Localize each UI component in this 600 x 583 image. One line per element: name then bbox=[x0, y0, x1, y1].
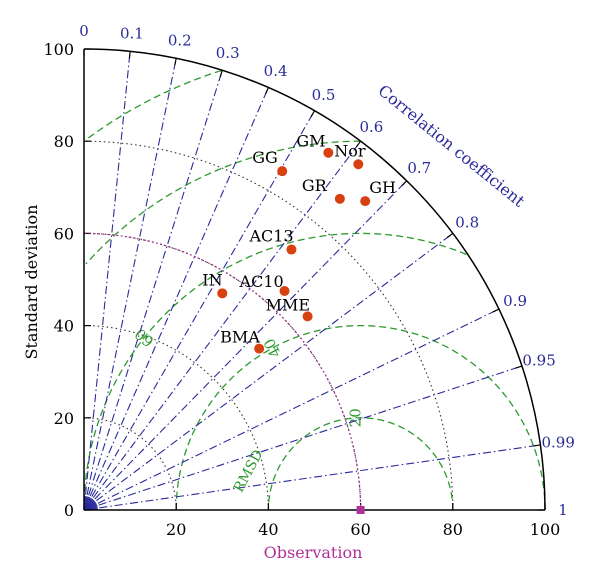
correlation-tick-0.7 bbox=[401, 180, 408, 187]
correlation-tick-label: 0.2 bbox=[168, 32, 192, 50]
correlation-tick-0.5 bbox=[310, 110, 316, 118]
y-axis-label: Standard deviation bbox=[22, 205, 41, 360]
point-gr bbox=[334, 193, 345, 204]
correlation-rays: 0 0.1 0.2 0.3 0.4 0.5 0.6 0.7 0.8 0.9 0.95 0.99 1 bbox=[79, 22, 575, 519]
correlation-tick-0.9 bbox=[492, 308, 500, 313]
y-tick-label: 60 bbox=[54, 224, 74, 243]
y-tick-label: 20 bbox=[54, 409, 74, 428]
rmsd-label: RMSD bbox=[231, 447, 267, 495]
correlation-ray-0.1 bbox=[83, 51, 131, 511]
rmsd-contour-40 bbox=[175, 324, 546, 511]
correlation-tick-label: 0.8 bbox=[455, 214, 479, 232]
std-dev-contours bbox=[83, 140, 454, 511]
axis-ticks: 0 20 20 40 40 60 60 80 80 100 100 bbox=[43, 40, 560, 539]
correlation-tick-label: 0.7 bbox=[407, 159, 431, 177]
y-tick-label: 40 bbox=[54, 317, 74, 336]
point-label-gh: GH bbox=[369, 178, 396, 197]
x-tick-label: 100 bbox=[530, 520, 561, 539]
point-label-ac10: AC10 bbox=[239, 272, 284, 291]
correlation-tick-label: 0.9 bbox=[503, 292, 527, 310]
correlation-tick-0.3 bbox=[219, 70, 223, 78]
point-gg bbox=[277, 166, 288, 177]
rmsd-contour-80 bbox=[85, 140, 361, 265]
correlation-ray-0.8 bbox=[83, 232, 454, 511]
observation-marker bbox=[356, 506, 365, 514]
correlation-ray-0.4 bbox=[83, 87, 269, 511]
correlation-tick-label: 0.3 bbox=[216, 44, 240, 62]
correlation-ray-0.7 bbox=[83, 180, 408, 511]
correlation-tick-0.99 bbox=[533, 444, 541, 447]
correlation-ray-0.95 bbox=[83, 365, 523, 511]
observation-std-arc bbox=[83, 232, 362, 511]
correlation-ray-0.6 bbox=[83, 140, 362, 511]
axes bbox=[83, 48, 546, 511]
rmsd-contour-60 bbox=[83, 232, 467, 511]
x-axis-label: Observation bbox=[264, 543, 363, 562]
outer-arc bbox=[83, 48, 546, 511]
point-gh bbox=[360, 196, 371, 207]
point-label-gr: GR bbox=[302, 176, 328, 195]
rmsd-contour-100 bbox=[86, 69, 222, 140]
point-in bbox=[217, 288, 228, 299]
point-bma bbox=[254, 343, 265, 354]
std-contour-80 bbox=[83, 140, 454, 511]
x-tick-label: 80 bbox=[443, 520, 463, 539]
correlation-tick-label: 0.1 bbox=[120, 24, 144, 42]
point-ac13 bbox=[286, 244, 297, 255]
point-label-in: IN bbox=[202, 270, 222, 289]
point-mme bbox=[302, 311, 313, 322]
correlation-ray-0.5 bbox=[83, 110, 315, 511]
x-tick-label: 20 bbox=[166, 520, 186, 539]
y-tick-label: 100 bbox=[43, 40, 74, 59]
correlation-tick-label: 0.6 bbox=[359, 118, 383, 136]
x-tick-label: 40 bbox=[258, 520, 278, 539]
point-label-gm: GM bbox=[296, 132, 325, 151]
correlation-tick-0.8 bbox=[446, 232, 454, 239]
correlation-ray-0.2 bbox=[83, 58, 177, 511]
correlation-tick-0.6 bbox=[355, 140, 362, 148]
rmsd-contour-20 bbox=[267, 417, 454, 510]
correlation-ray-0.99 bbox=[83, 444, 541, 511]
correlation-tick-0.2 bbox=[174, 58, 177, 66]
correlation-tick-label: 0 bbox=[79, 22, 89, 40]
point-gm bbox=[323, 147, 334, 158]
correlation-ray-0.3 bbox=[83, 70, 223, 511]
correlation-tick-0.1 bbox=[128, 51, 131, 59]
x-tick-label: 60 bbox=[350, 520, 370, 539]
correlation-tick-label: 0.95 bbox=[522, 351, 555, 369]
correlation-tick-label: 0.5 bbox=[312, 86, 336, 104]
point-label-ac13: AC13 bbox=[248, 227, 293, 246]
model-points: GG GM Nor GR GH AC13 IN AC10 MME BMA bbox=[202, 132, 396, 354]
point-label-nor: Nor bbox=[334, 141, 366, 160]
point-label-bma: BMA bbox=[220, 328, 260, 347]
y-tick-label: 80 bbox=[54, 132, 74, 151]
point-ac10 bbox=[279, 286, 290, 297]
correlation-tick-label: 0.99 bbox=[542, 433, 575, 451]
std-contour-20 bbox=[83, 417, 177, 511]
correlation-tick-0.95 bbox=[515, 365, 523, 369]
rmsd-value-label: 20 bbox=[347, 408, 365, 427]
std-contour-40 bbox=[83, 325, 269, 511]
point-nor bbox=[353, 159, 364, 170]
point-label-gg: GG bbox=[252, 148, 278, 167]
correlation-axis-label: Correlation coefficient bbox=[374, 81, 528, 211]
observation-arc bbox=[83, 232, 365, 514]
correlation-tick-label: 0.4 bbox=[264, 62, 288, 80]
correlation-tick-label: 1 bbox=[558, 501, 568, 519]
correlation-tick-0.4 bbox=[265, 87, 269, 95]
point-label-mme: MME bbox=[266, 295, 310, 314]
y-tick-label: 0 bbox=[64, 501, 74, 520]
correlation-ray-0.9 bbox=[83, 308, 500, 511]
